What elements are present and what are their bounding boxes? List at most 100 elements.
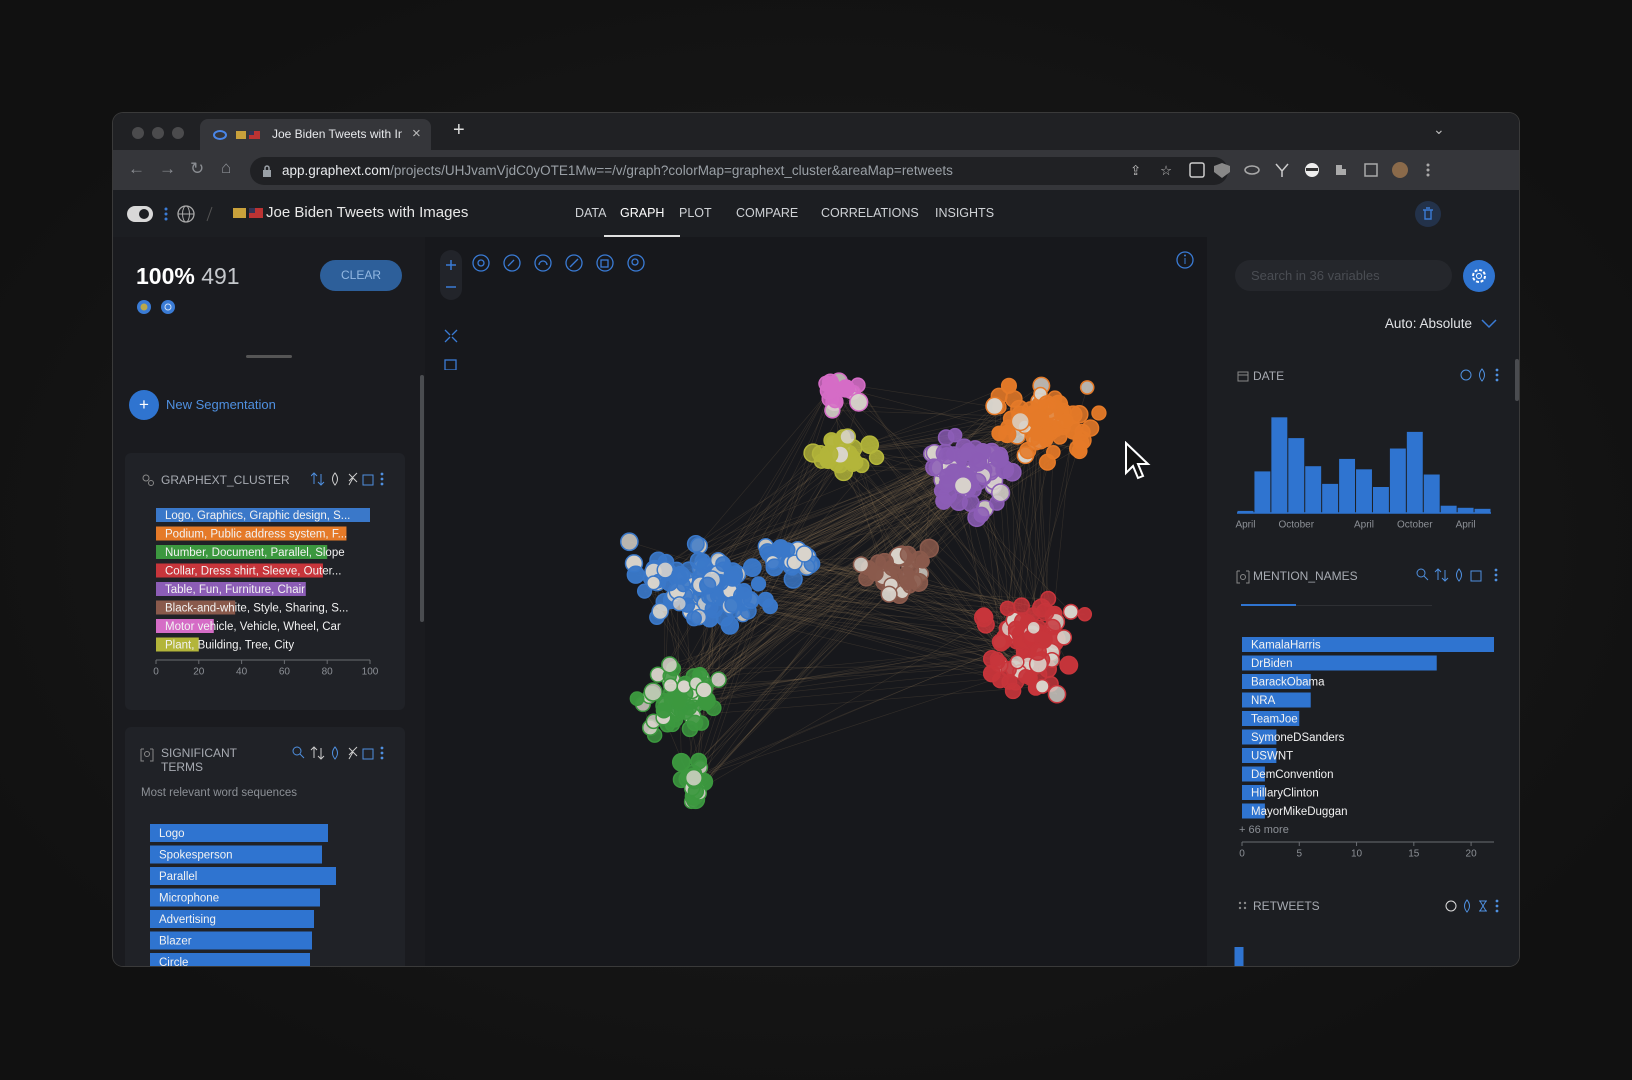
graph-node[interactable]: [899, 545, 917, 563]
graph-node[interactable]: [671, 752, 691, 772]
trash-button[interactable]: [1415, 201, 1441, 227]
graph-node[interactable]: [1062, 603, 1079, 620]
scale-chevron[interactable]: [1481, 319, 1497, 329]
graph-node[interactable]: [695, 681, 713, 699]
window-maximize[interactable]: [172, 127, 184, 139]
home-button[interactable]: ⌂: [221, 158, 232, 177]
new-segmentation-label[interactable]: New Segmentation: [166, 397, 276, 412]
variable-search[interactable]: Search in 36 variables: [1235, 260, 1452, 291]
graph-node[interactable]: [998, 424, 1017, 444]
graph-node[interactable]: [724, 596, 742, 613]
graph-node[interactable]: [939, 475, 956, 491]
graph-node[interactable]: [750, 576, 767, 592]
scrollbar[interactable]: [420, 375, 424, 622]
graph-node[interactable]: [690, 752, 708, 770]
nav-tab[interactable]: INSIGHTS: [935, 206, 995, 220]
card-actions[interactable]: [1460, 367, 1510, 383]
graph-node[interactable]: [991, 483, 1011, 503]
graph-node[interactable]: [1002, 462, 1022, 482]
graph-node[interactable]: [662, 677, 679, 694]
card-actions[interactable]: [291, 745, 391, 761]
graph-node[interactable]: [1004, 390, 1023, 408]
graph-node[interactable]: [975, 607, 992, 624]
graph-node[interactable]: [1038, 453, 1056, 471]
graph-node[interactable]: [1026, 620, 1041, 636]
reload-button[interactable]: ↻: [190, 159, 205, 178]
graph-node[interactable]: [681, 720, 699, 738]
graph-node[interactable]: [765, 558, 784, 577]
share-icon[interactable]: ⇪: [1130, 163, 1142, 178]
settings-button[interactable]: [1463, 260, 1495, 292]
graph-node[interactable]: [686, 610, 702, 627]
graph-node[interactable]: [661, 656, 679, 674]
window-close[interactable]: [132, 127, 144, 139]
graph-node[interactable]: [949, 492, 968, 512]
card-actions[interactable]: [1415, 567, 1505, 583]
graph-node[interactable]: [1007, 620, 1025, 637]
graph-node[interactable]: [1059, 413, 1074, 429]
graph-node[interactable]: [686, 534, 705, 553]
nav-tab[interactable]: COMPARE: [736, 206, 799, 220]
graph-node[interactable]: [1074, 423, 1091, 441]
card-actions[interactable]: [1445, 898, 1505, 914]
graph-node[interactable]: [1039, 408, 1058, 427]
graph-node[interactable]: [689, 551, 709, 571]
graph-node[interactable]: [676, 678, 692, 695]
graph-node[interactable]: [1059, 655, 1079, 675]
nav-tab[interactable]: DATA: [575, 206, 607, 220]
graph-node[interactable]: [868, 449, 885, 466]
graph-node[interactable]: [935, 494, 952, 510]
graph-node[interactable]: [1018, 669, 1034, 684]
graph-node[interactable]: [1047, 684, 1067, 704]
graph-node[interactable]: [670, 695, 687, 711]
graph-node[interactable]: [742, 558, 762, 578]
window-minimize[interactable]: [152, 127, 164, 139]
graph-node[interactable]: [671, 596, 688, 612]
nav-tab[interactable]: PLOT: [679, 206, 712, 220]
graph-node[interactable]: [646, 575, 662, 591]
forward-button[interactable]: →: [159, 159, 176, 178]
graph-node[interactable]: [819, 381, 839, 400]
graph-node[interactable]: [651, 602, 669, 621]
graph-node[interactable]: [795, 545, 814, 563]
tab-close[interactable]: ×: [412, 125, 421, 142]
clear-button[interactable]: CLEAR: [320, 260, 402, 291]
graph-node[interactable]: [992, 634, 1010, 652]
graph-node[interactable]: [1019, 441, 1037, 460]
new-segmentation-button[interactable]: +: [129, 390, 159, 420]
graph-node[interactable]: [676, 577, 691, 593]
scale-mode[interactable]: Auto: Absolute: [1384, 316, 1472, 331]
graph-node[interactable]: [698, 696, 714, 711]
graph-node[interactable]: [699, 576, 717, 594]
graph-node[interactable]: [684, 768, 703, 787]
app-logo[interactable]: [127, 204, 187, 224]
browser-tab[interactable]: Joe Biden Tweets with In ×: [200, 119, 431, 150]
graph-node[interactable]: [1010, 411, 1030, 432]
graph-node[interactable]: [1036, 602, 1055, 622]
graph-node[interactable]: [819, 444, 839, 464]
graph-node[interactable]: [762, 598, 779, 615]
card-actions[interactable]: [311, 471, 391, 487]
graph-node[interactable]: [919, 538, 940, 559]
graph-node[interactable]: [982, 664, 1001, 683]
graph-node[interactable]: [1079, 380, 1095, 395]
graph-node[interactable]: [655, 702, 672, 719]
new-tab[interactable]: +: [453, 119, 465, 141]
graph-node[interactable]: [968, 451, 988, 470]
nav-tab[interactable]: CORRELATIONS: [821, 206, 919, 220]
graph-node[interactable]: [985, 396, 1004, 416]
back-button[interactable]: ←: [128, 159, 145, 178]
graph-node[interactable]: [839, 428, 857, 446]
graph-node[interactable]: [1009, 654, 1025, 670]
graph-node[interactable]: [629, 691, 645, 707]
graph-node[interactable]: [973, 506, 990, 523]
graph-node[interactable]: [1055, 629, 1073, 646]
graph-node[interactable]: [909, 572, 929, 592]
graph-node[interactable]: [849, 392, 869, 412]
graph-node[interactable]: [1091, 405, 1107, 421]
url-field[interactable]: app.graphext.com/projects/UHJvamVjdC0yOT…: [250, 157, 1228, 185]
graph-node[interactable]: [1034, 678, 1050, 694]
info-button[interactable]: [1175, 250, 1195, 270]
graph-node[interactable]: [715, 556, 732, 572]
graph-node[interactable]: [780, 542, 796, 558]
